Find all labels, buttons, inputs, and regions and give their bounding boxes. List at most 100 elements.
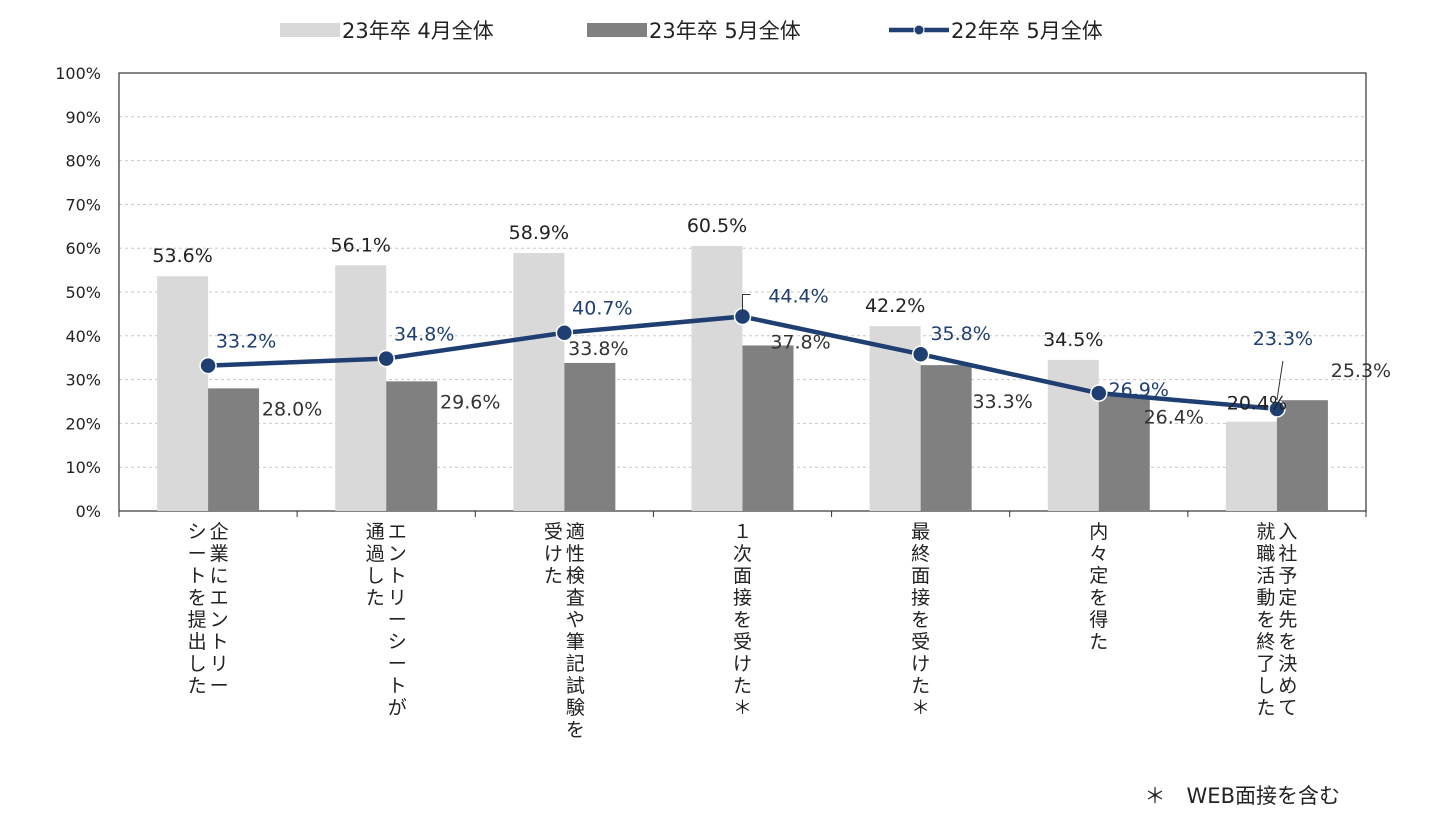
y-tick-label: 50% xyxy=(65,283,101,302)
bar-23-may xyxy=(564,362,616,511)
x-category-label: 出 xyxy=(188,631,207,653)
x-category-label: 接 xyxy=(911,587,930,609)
x-category-label: を xyxy=(1278,631,1297,653)
x-category-label: 性 xyxy=(566,543,585,565)
x-category-label: 就 xyxy=(1256,521,1275,543)
x-category-label: 験 xyxy=(566,697,585,719)
data-label-23-april: 60.5% xyxy=(687,215,747,237)
y-tick-label: 100% xyxy=(55,64,101,83)
x-category-label: リ xyxy=(210,653,229,675)
x-category-label: 面 xyxy=(911,565,930,587)
bar-23-may xyxy=(1276,400,1328,511)
x-category-label: た xyxy=(366,587,385,609)
x-category-label: 定 xyxy=(1278,587,1297,609)
x-axis: 企業にエントリーシートを提出したエントリーシートが通過した適性検査や筆記試験を受… xyxy=(118,511,1367,741)
bars xyxy=(157,246,1328,511)
data-label-23-may: 29.6% xyxy=(440,391,500,413)
x-category-label: 業 xyxy=(210,543,229,565)
y-tick-label: 0% xyxy=(76,502,101,521)
x-category-label: エ xyxy=(210,587,229,609)
leader-line xyxy=(742,294,751,313)
data-label-22-may: 23.3% xyxy=(1253,328,1313,350)
data-label-23-may: 28.0% xyxy=(262,398,322,420)
data-label-23-april: 34.5% xyxy=(1043,329,1103,351)
line-point-22-may xyxy=(1268,400,1286,418)
x-category-label: 試 xyxy=(566,675,585,697)
x-category-label: 面 xyxy=(733,565,752,587)
y-tick-label: 30% xyxy=(65,371,101,390)
x-category-label: 予 xyxy=(1278,565,1297,587)
x-category-label: を xyxy=(188,587,207,609)
x-category-label: し xyxy=(188,653,207,675)
x-category-label: け xyxy=(911,653,930,675)
x-category-label: シ xyxy=(188,521,207,543)
data-label-23-april: 42.2% xyxy=(865,295,925,317)
data-label-23-may: 33.3% xyxy=(972,391,1032,413)
x-category-label: た xyxy=(733,675,752,697)
x-category-label: を xyxy=(1256,609,1275,631)
bar-23-may xyxy=(208,388,260,511)
x-category-label: ー xyxy=(188,543,207,565)
legend-label: 23年卒 5月全体 xyxy=(649,19,801,43)
y-tick-label: 10% xyxy=(65,458,101,477)
x-category-label: し xyxy=(366,565,385,587)
x-category-label: 決 xyxy=(1278,653,1297,675)
x-category-label: 受 xyxy=(911,631,930,653)
x-category-label: シ xyxy=(388,631,407,653)
x-category-label: ＊ xyxy=(733,697,752,719)
bar-23-may xyxy=(920,365,972,511)
x-category-label: に xyxy=(210,565,229,587)
x-category-label: ト xyxy=(210,631,229,653)
bar-23-april xyxy=(335,265,387,511)
x-category-label: １ xyxy=(733,521,752,543)
bar-23-april xyxy=(513,253,565,511)
x-category-label: 入 xyxy=(1278,521,1297,543)
y-tick-label: 70% xyxy=(65,195,101,214)
data-label-23-may: 25.3% xyxy=(1331,360,1391,382)
legend-swatch xyxy=(587,23,647,37)
line-point-22-may xyxy=(1090,384,1108,402)
x-category-label: を xyxy=(1089,587,1108,609)
x-category-label: 接 xyxy=(733,587,752,609)
legend-label: 22年卒 5月全体 xyxy=(951,19,1103,43)
x-category-label: エ xyxy=(388,521,407,543)
x-category-label: ー xyxy=(388,653,407,675)
bar-23-may xyxy=(1098,395,1150,511)
x-category-label: ン xyxy=(388,543,407,565)
legend-label: 23年卒 4月全体 xyxy=(342,19,494,43)
y-tick-label: 80% xyxy=(65,152,101,171)
data-label-23-may: 37.8% xyxy=(770,331,830,353)
legend-swatch xyxy=(280,23,340,37)
bar-23-may xyxy=(742,345,794,511)
data-label-22-may: 35.8% xyxy=(930,323,990,345)
bar-23-april xyxy=(869,326,921,511)
data-label-23-april: 53.6% xyxy=(152,245,212,267)
x-category-label: け xyxy=(733,653,752,675)
x-category-label: 内 xyxy=(1089,521,1108,543)
x-category-label: リ xyxy=(388,587,407,609)
y-tick-label: 90% xyxy=(65,108,101,127)
legend-swatch-marker xyxy=(913,24,925,36)
legend: 23年卒 4月全体 23年卒 5月全体 22年卒 5月全体 xyxy=(280,19,1103,43)
data-label-23-may: 26.4% xyxy=(1144,406,1204,428)
x-category-label: 活 xyxy=(1256,565,1275,587)
line-series xyxy=(199,307,1286,418)
x-category-label: め xyxy=(1278,675,1297,697)
x-category-label: ー xyxy=(210,675,229,697)
x-category-label: 過 xyxy=(366,543,385,565)
x-category-label: を xyxy=(733,609,752,631)
x-category-label: た xyxy=(1256,697,1275,719)
x-category-label: た xyxy=(1089,631,1108,653)
x-category-label: 先 xyxy=(1278,609,1297,631)
x-category-label: 得 xyxy=(1089,609,1108,631)
data-label-23-april: 58.9% xyxy=(509,222,569,244)
y-tick-label: 40% xyxy=(65,327,101,346)
line-point-22-may xyxy=(199,356,217,375)
line-point-22-may xyxy=(555,323,574,342)
x-category-label: し xyxy=(1256,675,1275,697)
x-category-label: ー xyxy=(388,609,407,631)
leader-line xyxy=(1276,360,1284,401)
data-label-22-may: 33.2% xyxy=(216,331,276,353)
x-category-label: や xyxy=(566,609,585,631)
